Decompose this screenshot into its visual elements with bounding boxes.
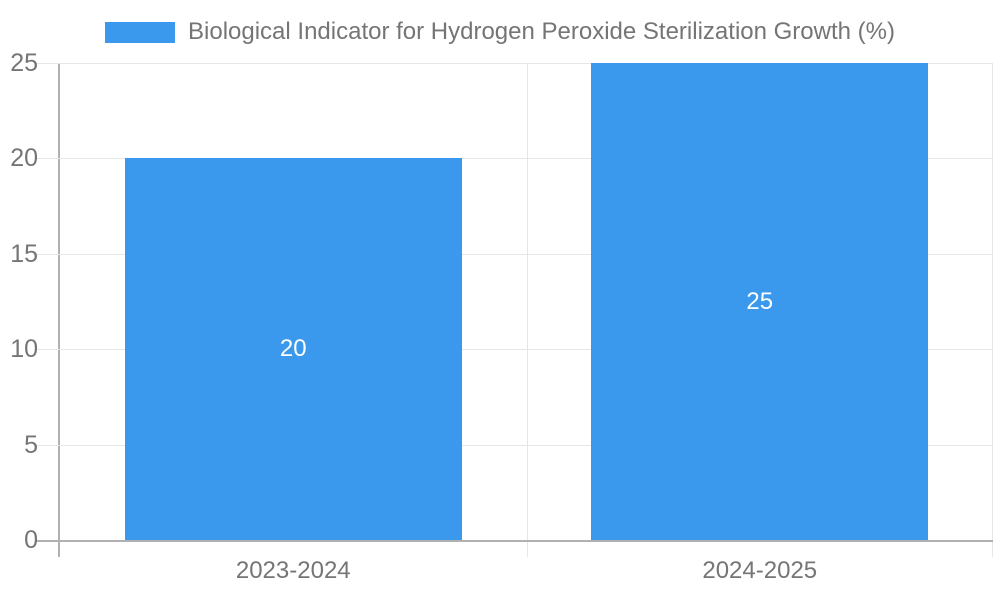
plot-area: 20 25 (36, 63, 993, 557)
y-tick-mark (36, 444, 60, 446)
x-axis: 2023-2024 2024-2025 (60, 556, 993, 590)
y-tick-label: 0 (24, 526, 38, 554)
y-tick-mark (36, 63, 60, 64)
x-tick-label: 2023-2024 (235, 557, 351, 584)
bar-value-label: 25 (746, 287, 774, 315)
y-tick-mark (36, 253, 60, 255)
x-tick-mark (992, 542, 993, 557)
bar-value-label: 20 (279, 335, 307, 363)
y-tick-label: 5 (24, 430, 38, 459)
y-tick-mark (36, 158, 60, 160)
y-tick-mark (36, 540, 60, 542)
y-tick-label: 20 (10, 144, 38, 173)
legend-label: Biological Indicator for Hydrogen Peroxi… (188, 18, 895, 45)
y-tick-label: 10 (10, 335, 38, 364)
bar-2024-2025: 25 (591, 63, 929, 540)
x-tick-label: 2024-2025 (702, 557, 818, 584)
gridline-vertical (526, 63, 528, 540)
bar-2023-2024: 20 (124, 158, 462, 540)
y-tick-label: 15 (10, 239, 38, 268)
gridline-vertical (992, 63, 993, 540)
y-axis: 0 5 10 15 20 25 (0, 49, 38, 554)
legend-swatch (105, 21, 175, 43)
y-tick-label: 25 (10, 49, 38, 77)
y-tick-mark (36, 349, 60, 351)
chart-legend: Biological Indicator for Hydrogen Peroxi… (0, 18, 1000, 46)
y-axis-line (58, 63, 60, 557)
x-tick-mark (526, 542, 528, 557)
